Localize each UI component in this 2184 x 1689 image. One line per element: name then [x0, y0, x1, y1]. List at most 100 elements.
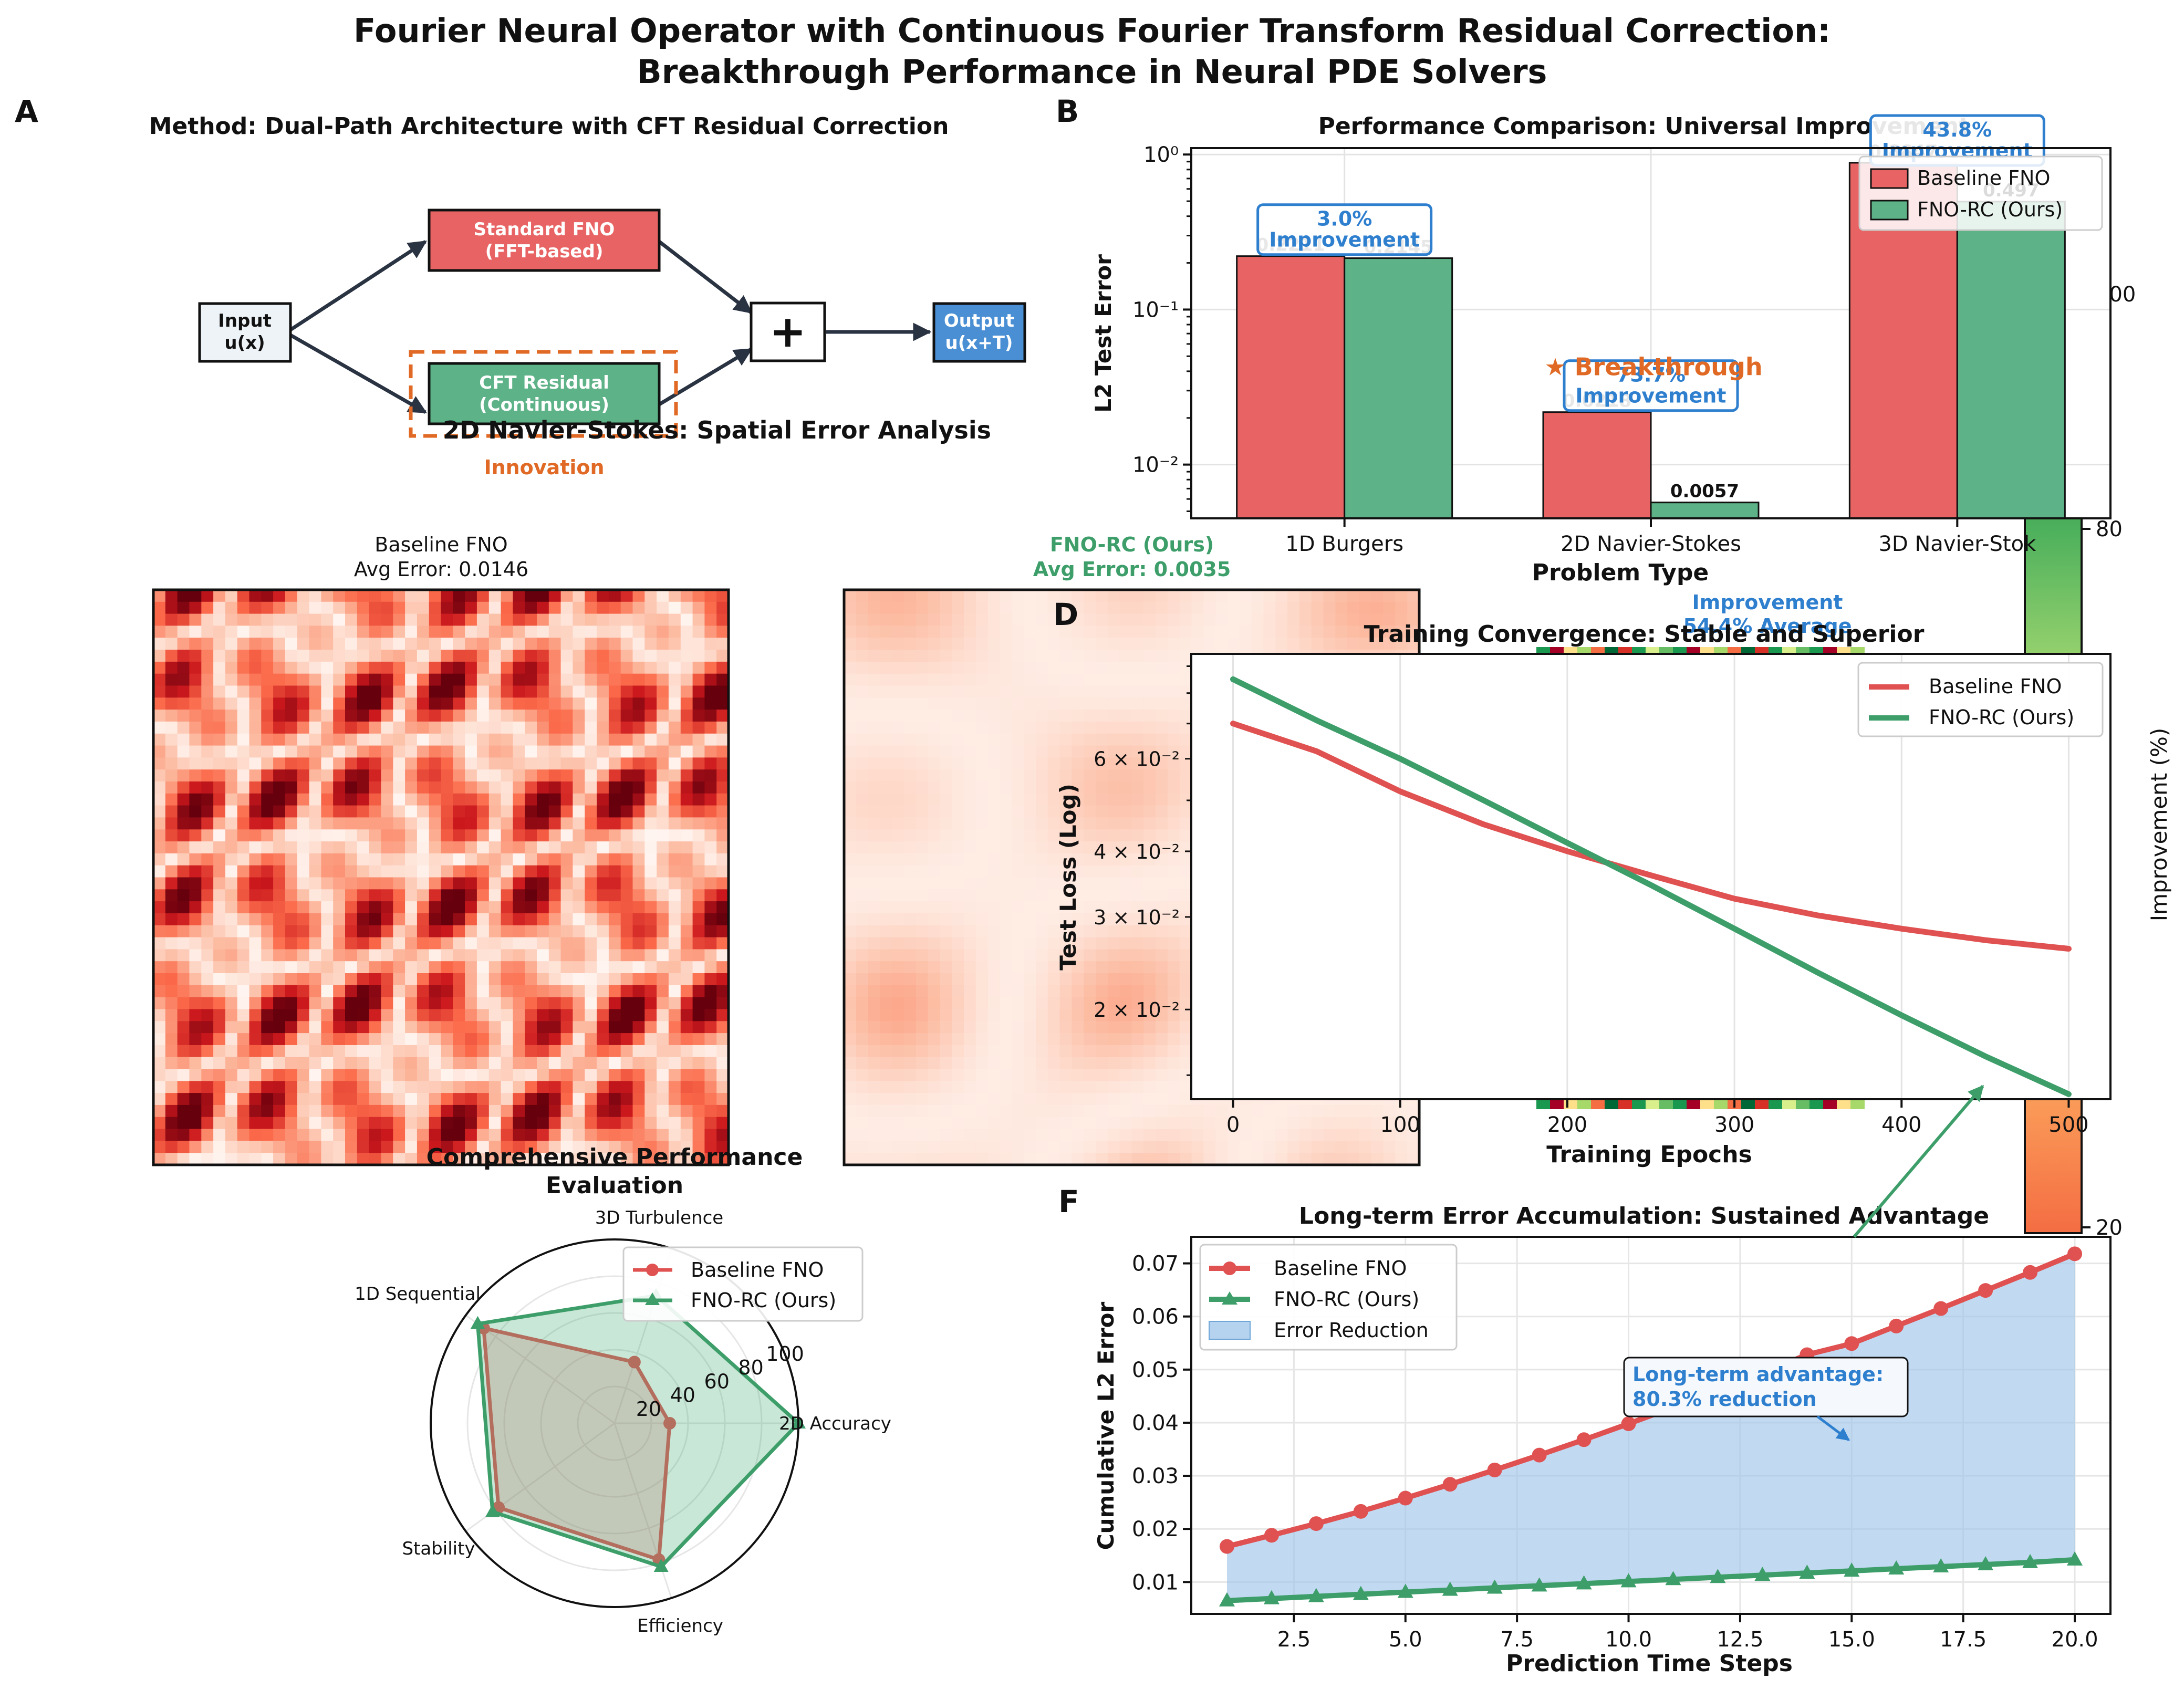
heatmap-cell [201, 1153, 214, 1165]
heatmap-cell [1311, 625, 1324, 638]
heatmap-cell [1047, 721, 1060, 734]
heatmap-cell [880, 985, 892, 998]
heatmap-cell [393, 877, 405, 890]
heatmap-cell [189, 733, 202, 746]
heatmap-cell [537, 937, 549, 950]
heatmap-cell [525, 1093, 537, 1106]
heatmap-cell [405, 625, 418, 638]
heatmap-cell [668, 865, 681, 878]
heatmap-cell [465, 877, 477, 890]
heatmap-cell [680, 1153, 693, 1165]
heatmap-cell [441, 769, 454, 782]
heatmap-cell [1131, 601, 1145, 614]
heatmap-cell [1012, 913, 1024, 926]
heatmap-cell [975, 673, 989, 686]
heatmap-cell [225, 961, 238, 974]
heatmap-cell [345, 745, 358, 758]
heatmap-cell [417, 901, 430, 914]
heatmap-cell [892, 685, 904, 698]
heatmap-cell [1047, 638, 1060, 650]
heatmap-cell [1000, 673, 1013, 686]
heatmap-cell [537, 590, 549, 602]
heatmap-cell [1059, 1093, 1073, 1106]
heatmap-cell [465, 1104, 477, 1118]
heatmap-cell [381, 901, 393, 914]
heatmap-cell [393, 985, 405, 998]
heatmap-cell [537, 1141, 549, 1153]
heatmap-cell [1167, 625, 1180, 638]
heatmap-cell [1156, 937, 1168, 950]
heatmap-cell [1143, 1104, 1156, 1118]
heatmap-cell [321, 937, 334, 950]
heatmap-cell [189, 673, 202, 686]
heatmap-cell [1036, 1117, 1048, 1130]
heatmap-cell [441, 913, 454, 926]
heatmap-cell [952, 829, 964, 842]
heatmap-cell [333, 1129, 346, 1142]
heatmap-cell [417, 853, 430, 866]
heatmap-cell [177, 661, 190, 674]
heatmap-cell [237, 781, 250, 794]
heatmap-cell [952, 745, 964, 758]
heatmap-cell [189, 1153, 202, 1165]
heatmap-cell [952, 913, 964, 926]
heatmap-cell [513, 1117, 525, 1130]
heatmap-cell [704, 937, 717, 950]
heatmap-cell [620, 901, 633, 914]
heatmap-cell [501, 661, 514, 674]
heatmap-cell [488, 961, 502, 974]
heatmap-cell [644, 721, 657, 734]
heatmap-cell [153, 793, 166, 806]
heatmap-cell [537, 757, 549, 770]
heatmap-cell [1059, 1045, 1073, 1058]
heatmap-cell [465, 985, 477, 998]
heatmap-cell [940, 1093, 953, 1106]
heatmap-cell [868, 1129, 881, 1142]
heatmap-cell [560, 949, 574, 962]
heatmap-cell [1059, 1069, 1073, 1082]
heatmap-cell [880, 1129, 892, 1142]
heatmap-cell [1084, 685, 1096, 698]
heatmap-cell [285, 1057, 298, 1070]
heatmap-cell [716, 590, 729, 602]
heatmap-cell [904, 710, 917, 722]
heatmap-cell [153, 1045, 166, 1058]
heatmap-cell [1119, 937, 1132, 950]
heatmap-cell [952, 1104, 964, 1118]
heatmap-cell [1036, 638, 1048, 650]
heatmap-cell [225, 650, 238, 662]
heatmap-cell [189, 1069, 202, 1082]
heatmap-left-title: Baseline FNO [375, 533, 507, 556]
heatmap-cell [488, 841, 502, 854]
heatmap-cell [393, 1069, 405, 1082]
heatmap-cell [1228, 638, 1240, 650]
heatmap-cell [429, 1104, 442, 1118]
heatmap-cell [928, 877, 941, 890]
heatmap-cell [1156, 901, 1168, 914]
heatmap-cell [537, 1153, 549, 1165]
heatmap-cell [987, 757, 1001, 770]
heatmap-cell [369, 661, 382, 674]
output-box [932, 302, 1026, 363]
heatmap-cell [261, 590, 274, 602]
heatmap-cell [345, 913, 358, 926]
heatmap-cell [321, 1153, 334, 1165]
heatmap-cell [1335, 1153, 1348, 1165]
heatmap-cell [273, 697, 286, 710]
heatmap-cell [369, 997, 382, 1010]
heatmap-cell [1167, 1033, 1180, 1046]
panel-b-legend-box [1858, 155, 2103, 231]
heatmap-cell [321, 745, 334, 758]
heatmap-cell [465, 841, 477, 854]
heatmap-cell [417, 697, 430, 710]
heatmap-cell [597, 1104, 609, 1118]
heatmap-cell [1143, 1057, 1156, 1070]
heatmap-cell [1096, 985, 1108, 998]
heatmap-cell [928, 889, 941, 902]
heatmap-cell [1059, 781, 1073, 794]
heatmap-cell [1024, 889, 1036, 902]
heatmap-cell [165, 1081, 178, 1093]
marker-baseline [1442, 1477, 1458, 1492]
heatmap-cell [1012, 590, 1024, 602]
heatmap-cell [585, 925, 597, 938]
